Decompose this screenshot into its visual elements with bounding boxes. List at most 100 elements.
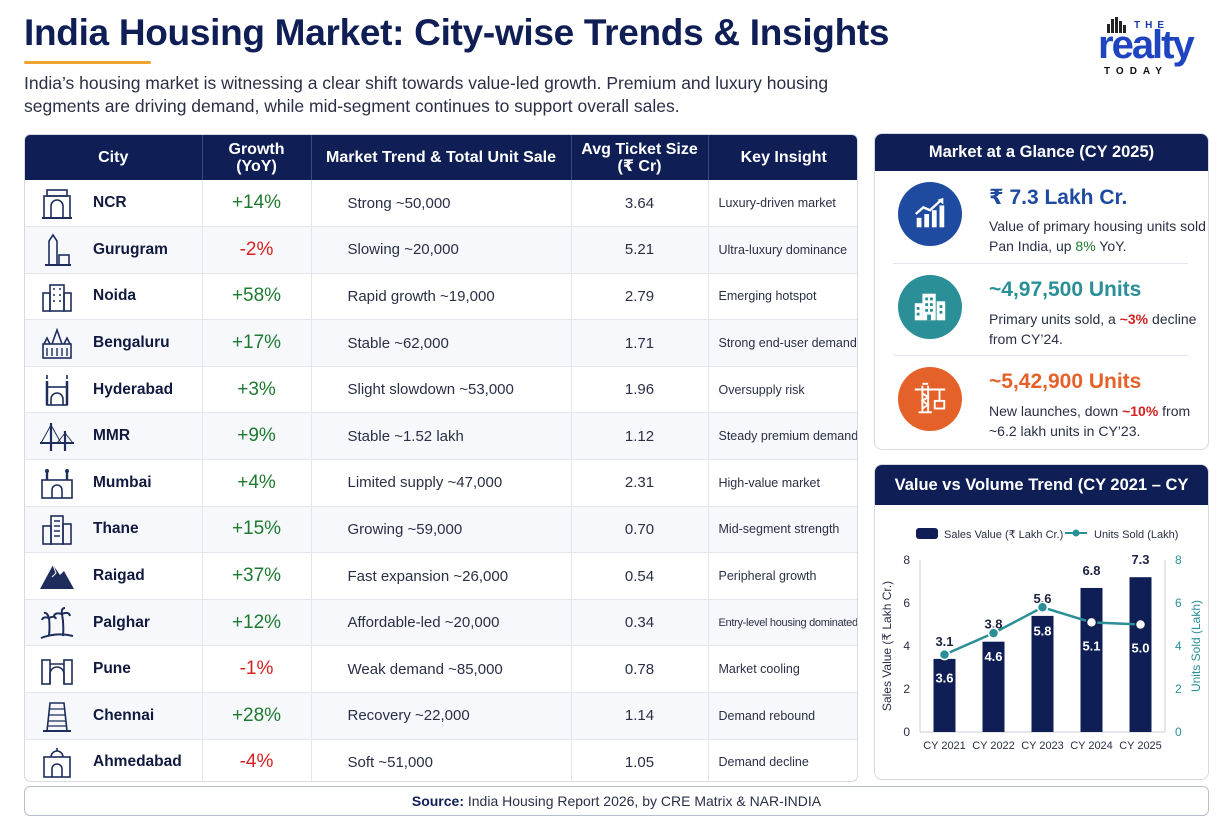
insight-cell: Peripheral growth [708, 552, 857, 600]
trend-cell: Stable ~62,000 [311, 319, 572, 367]
city-cell: Hyderabad [25, 366, 203, 414]
ticket-size-cell: 0.70 [571, 506, 709, 554]
growth-cell: +58% [202, 273, 312, 321]
ticket-size-cell: 1.96 [571, 366, 709, 414]
city-cell: Ahmedabad [25, 739, 203, 781]
value-volume-chart-card: Value vs Volume Trend (CY 2021 – CY 2025… [874, 464, 1209, 780]
table-row: Thane +15% Growing ~59,000 0.70 Mid-segment … [25, 506, 857, 554]
city-name: Pune [93, 660, 131, 678]
city-name: Gurugram [93, 240, 168, 258]
growth-cell: +28% [202, 692, 312, 740]
y2-axis-title: Units Sold (Lakh) [1189, 600, 1203, 692]
bar-sales-value [982, 641, 1005, 732]
growth-cell: +12% [202, 599, 312, 647]
ticket-size-cell: 3.64 [571, 180, 709, 228]
trend-cell: Slight slowdown ~53,000 [311, 366, 572, 414]
insight-cell: Entry-level housing dominated [708, 599, 857, 647]
trend-cell: Rapid growth ~19,000 [311, 273, 572, 321]
source-label: Source: [411, 793, 464, 809]
market-at-a-glance-card: Market at a Glance (CY 2025) ₹ 7.3 Lakh … [874, 133, 1209, 450]
ticket-size-cell: 0.54 [571, 552, 709, 600]
insight-cell: Luxury-driven market [708, 180, 857, 228]
title-underline [24, 61, 151, 64]
table-row: NCR +14% Strong ~50,000 3.64 Luxury-driven m… [25, 180, 857, 228]
city-cell: Bengaluru [25, 319, 203, 367]
x-tick-label: CY 2022 [972, 740, 1015, 752]
apartment-buildings-icon [42, 284, 72, 313]
buildings-icon [898, 275, 962, 339]
legend-bar-swatch [916, 528, 938, 539]
growth-cell: +14% [202, 180, 312, 228]
ticket-size-cell: 2.79 [571, 273, 709, 321]
header-ticket: Avg Ticket Size (₹ Cr) [571, 135, 709, 180]
x-tick-label: CY 2025 [1119, 740, 1162, 752]
y-tick-label: 2 [903, 682, 910, 696]
bar-sales-value [1129, 577, 1152, 732]
glance-new-launches: ~5,42,900 Units [989, 370, 1142, 393]
source-footer: Source: India Housing Report 2026, by CR… [24, 786, 1209, 816]
city-name: Chennai [93, 706, 155, 724]
table-header-row: City Growth (YoY) Market Trend & Total Un… [25, 135, 857, 180]
city-name: Raigad [93, 567, 145, 585]
ticket-size-cell: 0.34 [571, 599, 709, 647]
towers-icon [42, 515, 72, 546]
units-sold-label: 5.0 [1131, 641, 1149, 656]
city-cell: Thane [25, 506, 203, 554]
trend-cell: Strong ~50,000 [311, 180, 572, 228]
insight-cell: Oversupply risk [708, 366, 857, 414]
india-gate-icon [42, 189, 72, 220]
trend-cell: Affordable-led ~20,000 [311, 599, 572, 647]
units-sold-point [938, 648, 951, 661]
y-tick-label: 8 [903, 553, 910, 567]
charminar-icon [45, 374, 69, 406]
city-name: MMR [93, 427, 131, 445]
city-cell: Palghar [25, 599, 203, 647]
y-tick-label: 4 [903, 639, 910, 653]
skyscraper-icon [45, 233, 71, 266]
city-name: Thane [93, 520, 139, 538]
growth-cell: +37% [202, 552, 312, 600]
city-name: Palghar [93, 613, 150, 631]
shaniwar-wada-icon [41, 659, 73, 686]
units-sold-label: 5.1 [1082, 638, 1100, 653]
insight-cell: Market cooling [708, 645, 857, 694]
ticket-size-cell: 1.71 [571, 319, 709, 367]
table-row: Hyderabad +3% Slight slowdown ~53,000 1.96 O… [25, 366, 857, 414]
table-row: Chennai +28% Recovery ~22,000 1.14 Demand re… [25, 692, 857, 740]
units-sold-point [1085, 616, 1098, 629]
trend-cell: Recovery ~22,000 [311, 692, 572, 740]
city-cell: Chennai [25, 692, 203, 740]
bar-value-label: 3.8 [984, 617, 1002, 632]
city-cell: Mumbai [25, 459, 203, 507]
bar-sales-value [933, 658, 956, 732]
table-row: Noida +58% Rapid growth ~19,000 2.79 Emergin… [25, 273, 857, 321]
gate-monument-icon [43, 748, 71, 779]
city-name: NCR [93, 194, 127, 212]
bar-value-label: 7.3 [1131, 552, 1149, 567]
city-cell: Pune [25, 645, 203, 694]
insight-cell: Demand decline [708, 739, 857, 781]
ticket-size-cell: 1.12 [571, 412, 709, 461]
skyline-icon [1107, 17, 1126, 33]
insight-cell: High-value market [708, 459, 857, 507]
y-tick-label: 0 [903, 725, 910, 739]
city-name: Hyderabad [93, 380, 174, 398]
trend-cell: Growing ~59,000 [311, 506, 572, 554]
palm-trees-icon [40, 606, 74, 639]
glance-stat-value: ₹ 7.3 Lakh Cr. Value of primary housing … [893, 171, 1206, 263]
units-sold-point [1036, 601, 1049, 614]
y2-tick-label: 6 [1175, 596, 1182, 610]
trend-cell: Stable ~1.52 lakh [311, 412, 572, 461]
the-realty-today-logo[interactable]: THE realty TODAY [1098, 17, 1213, 79]
y2-tick-label: 2 [1175, 682, 1182, 696]
city-cell: Gurugram [25, 226, 203, 274]
city-cell: NCR [25, 180, 203, 228]
table-row: Palghar +12% Affordable-led ~20,000 0.34 Ent… [25, 599, 857, 647]
glance-stat-units: ~4,97,500 Units Primary units sold, a ~3… [893, 263, 1196, 355]
gateway-of-india-icon [41, 468, 73, 499]
trend-cell: Limited supply ~47,000 [311, 459, 572, 507]
legend-line-marker [1072, 529, 1080, 537]
page-subtitle: India’s housing market is witnessing a c… [24, 73, 829, 116]
growth-cell: +4% [202, 459, 312, 507]
crane-icon [898, 367, 962, 431]
